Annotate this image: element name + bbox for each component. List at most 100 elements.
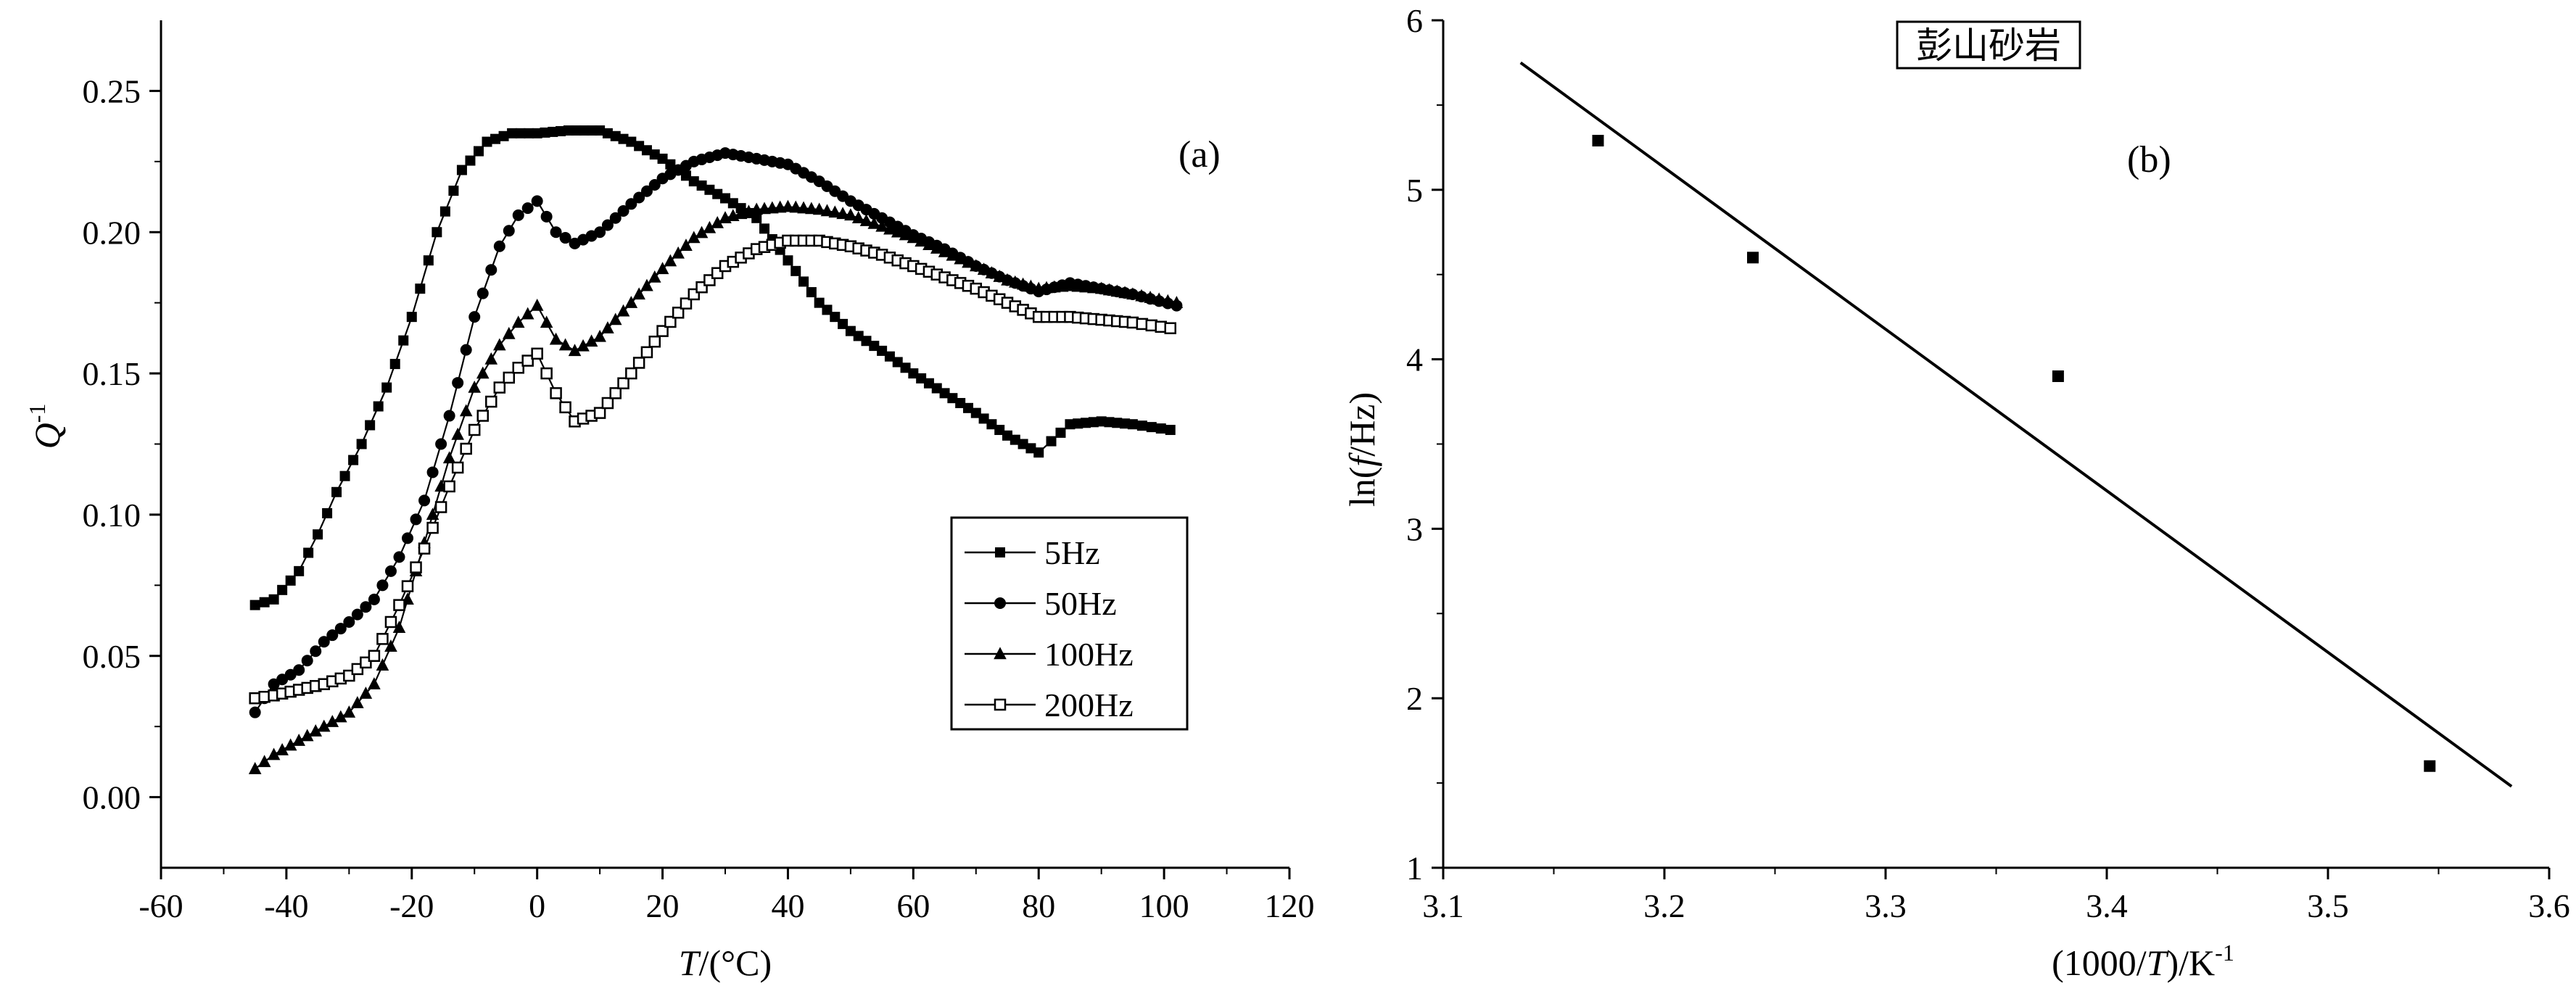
chart-a-point [601,219,614,231]
chart-a-point [410,513,422,526]
chart-a-point [356,439,367,449]
chart-a-point [687,231,701,244]
chart-a-x-axis-title-var: T [679,942,701,983]
chart-a-point [822,304,833,315]
chart-a-series-markers-0 [249,125,1176,610]
chart-a-point [331,486,342,497]
chart-a-point [625,367,637,380]
chart-a-point [805,202,818,215]
chart-a-point [618,133,629,144]
chart-a-point [342,705,356,718]
chart-a-point [1063,278,1077,291]
chart-a-point [955,397,966,408]
chart-a-point [845,326,856,336]
chart-a-point [276,743,289,755]
chart-a-point [939,388,950,399]
chart-b-x-axis-title-post: )/K [2167,942,2216,983]
chart-a-point [601,321,614,333]
chart-b-x-tick-label: 3.6 [2528,887,2570,924]
chart-a-point [532,128,542,138]
chart-a-point [867,216,881,229]
chart-a-legend-label-1: 50Hz [1044,585,1117,622]
chart-a-point [649,149,660,160]
chart-a-point [277,584,288,595]
chart-a-point [368,593,380,605]
chart-a-point [853,331,864,341]
chart-a-point [1025,443,1036,454]
chart-a-point [334,710,347,723]
chart-a-point [493,381,506,394]
chart-a-point [593,329,606,342]
chart-a-x-tick-label: 0 [529,887,545,924]
chart-a-point [1017,439,1028,449]
chart-a-point [664,315,677,328]
chart-a-point [1144,291,1157,303]
chart-a-point [451,461,464,474]
chart-a-point [384,639,397,652]
chart-a-point [1135,289,1148,302]
chart-a-point [301,655,313,667]
chart-b-x-axis-title: (1000/T)/K-1 [2052,940,2234,983]
chart-a-point [423,255,434,266]
chart-a-point [1079,280,1092,293]
chart-a-point [442,451,456,464]
chart-a-point [602,128,613,138]
chart-a-point [632,287,645,300]
chart-a-point [459,404,473,417]
chart-a-point [435,438,447,450]
chart-a-point [482,136,492,147]
chart-a-point [558,338,572,351]
chart-a-point [624,296,638,308]
chart-a-point [814,297,825,308]
chart-a-point [851,211,865,223]
chart-a-point [947,393,958,404]
chart-a-point [656,262,669,275]
chart-a-point [617,377,629,389]
chart-a-point [257,755,271,768]
chart-a-point [1152,292,1165,305]
chart-a-point [515,128,526,138]
chart-a-point [540,210,553,223]
chart-a-point [559,401,571,414]
chart-a-point [317,719,331,732]
chart-a-point [625,198,637,210]
chart-a-point [633,191,645,204]
chart-a-point [648,335,661,348]
chart-a-point [524,128,534,138]
chart-a-x-tick-label: 40 [771,887,804,924]
chart-a-point [476,287,489,299]
chart-a-point [820,204,834,217]
chart-a-point [498,130,509,141]
chart-a-legend-marker-2 [994,647,1007,660]
chart-a-point [351,608,363,621]
chart-a-y-axis-title-sup: -1 [24,404,50,423]
chart-a-legend-label-0: 5Hz [1044,534,1100,571]
chart-a-point [556,125,566,136]
chart-a-point [930,241,944,254]
chart-a-point [550,387,562,399]
chart-a-legend-items [965,547,1036,711]
chart-b-x-tick-label: 3.4 [2086,887,2128,924]
chart-a-x-tick-label: 20 [646,887,680,924]
chart-a-y-tick-label: 0.15 [83,355,141,392]
chart-a-y-axis-title-var: Q [27,423,67,449]
chart-a-point [439,206,450,217]
chart-b-point [2052,370,2064,382]
chart-a-point [634,141,645,152]
chart-a-point [1102,283,1116,296]
chart-a-point [476,410,489,422]
chart-a-point [1164,322,1177,334]
chart-a-point [641,145,652,156]
chart-a-point [268,594,279,605]
chart-a-point [401,580,414,592]
chart-a-point [830,312,841,323]
chart-b-y-tick-label: 5 [1406,172,1423,209]
chart-a-point [426,466,439,478]
chart-a-point [696,180,707,191]
chart-a-point [781,199,795,212]
chart-a-point [326,715,339,727]
chart-a-point [373,401,384,412]
chart-a-point [426,521,439,534]
